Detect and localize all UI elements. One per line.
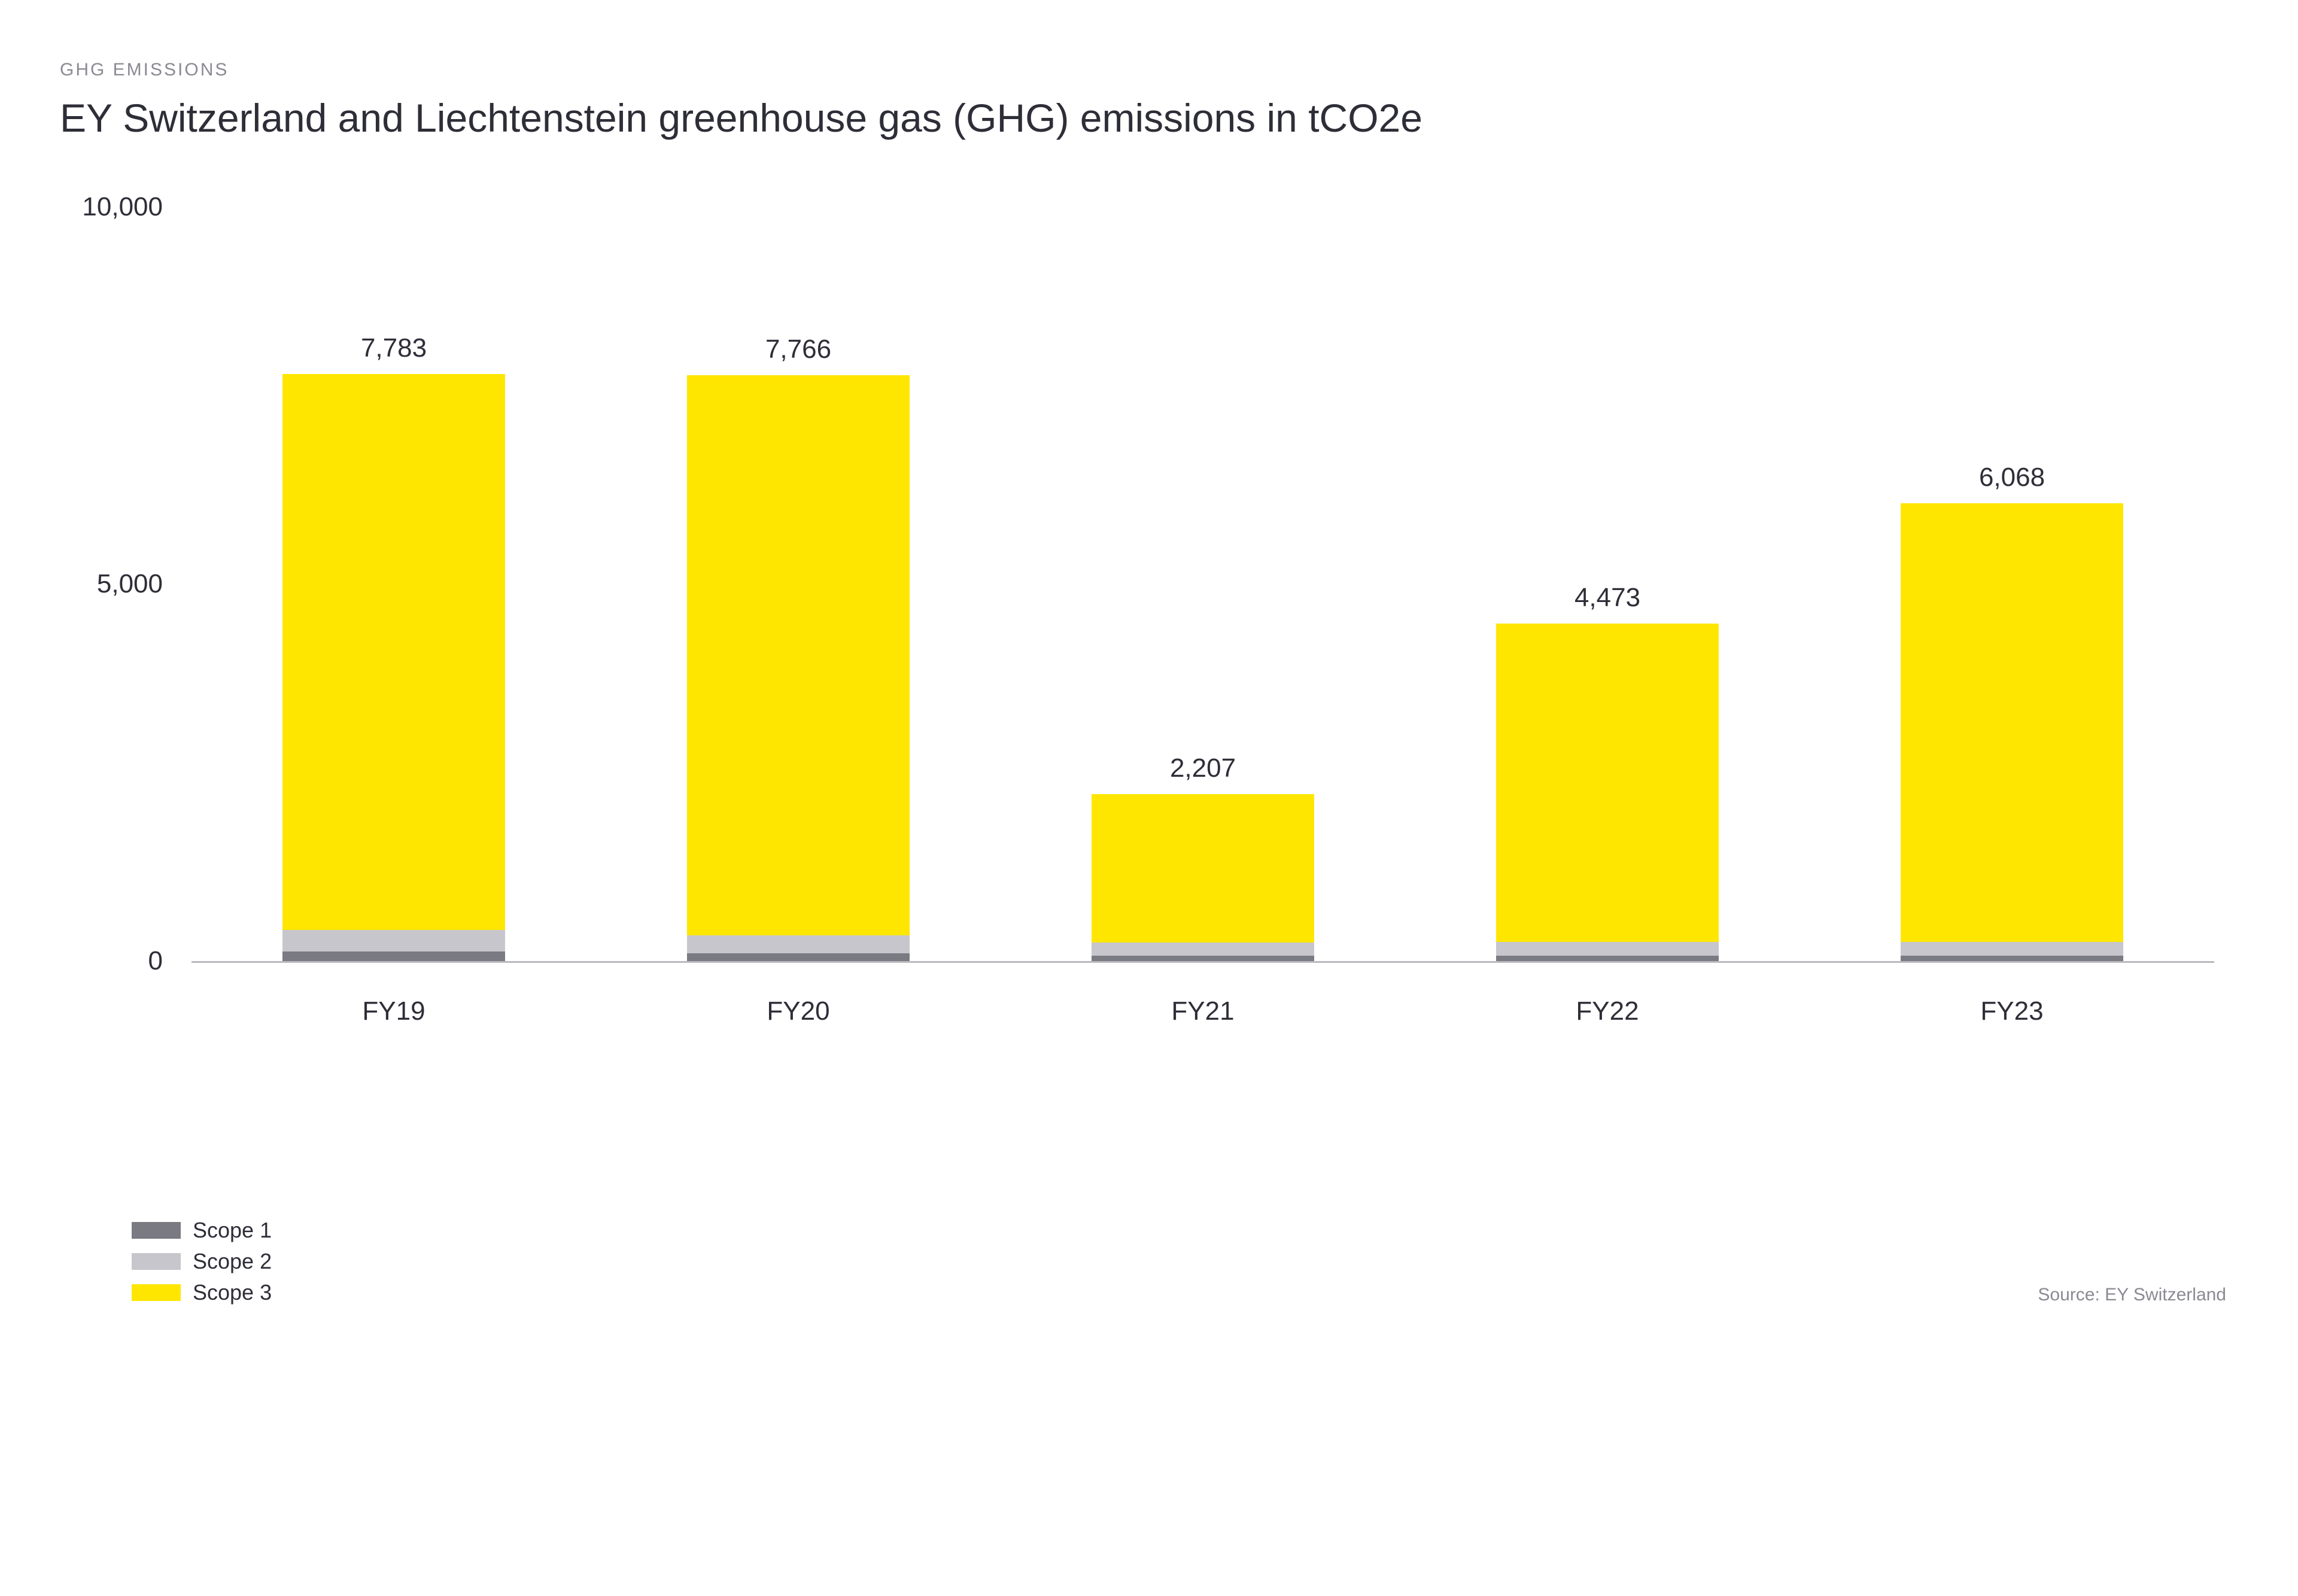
bar-segment — [1901, 956, 2123, 961]
bar-stack — [1092, 794, 1314, 960]
x-axis: FY19FY20FY21FY22FY23 — [192, 996, 2214, 1026]
bar-segment — [1092, 956, 1314, 961]
bar-slot: 2,207 — [1001, 209, 1405, 961]
y-tick-label: 5,000 — [97, 569, 163, 599]
x-tick-label: FY21 — [1001, 996, 1405, 1026]
bar-slot: 7,783 — [192, 209, 596, 961]
bar-segment — [1496, 624, 1719, 942]
legend-swatch — [132, 1253, 181, 1270]
legend-swatch — [132, 1284, 181, 1301]
bar-segment — [1496, 942, 1719, 956]
bar-total-label: 7,783 — [361, 333, 427, 363]
bar-stack — [282, 374, 505, 961]
bar-segment — [1496, 956, 1719, 961]
plot-area: 05,00010,000 7,7837,7662,2074,4736,068 — [192, 209, 2214, 963]
bar-segment — [687, 935, 910, 953]
bar-stack — [687, 375, 910, 961]
bar-segment — [282, 930, 505, 952]
footer: Scope 1 Scope 2 Scope 3 Source: EY Switzer… — [60, 1218, 2238, 1305]
bar-segment — [1901, 503, 2123, 942]
bar-segment — [687, 375, 910, 935]
legend-item: Scope 1 — [132, 1218, 272, 1243]
x-tick-label: FY22 — [1405, 996, 1810, 1026]
chart: 05,00010,000 7,7837,7662,2074,4736,068 F… — [192, 209, 2214, 1026]
bar-total-label: 7,766 — [765, 335, 831, 364]
bar-segment — [1092, 794, 1314, 943]
legend: Scope 1 Scope 2 Scope 3 — [132, 1218, 272, 1305]
legend-label: Scope 2 — [193, 1249, 272, 1274]
legend-item: Scope 2 — [132, 1249, 272, 1274]
bar-slot: 7,766 — [596, 209, 1001, 961]
bars-container: 7,783 7,766 2,207 4,473 6,068 — [192, 209, 2214, 961]
source-label: Source: EY Switzerland — [2038, 1285, 2238, 1305]
legend-item: Scope 3 — [132, 1280, 272, 1305]
eyebrow: GHG EMISSIONS — [60, 60, 2238, 80]
legend-label: Scope 3 — [193, 1280, 272, 1305]
bar-slot: 4,473 — [1405, 209, 1810, 961]
bar-segment — [1092, 943, 1314, 955]
bar-total-label: 6,068 — [1979, 463, 2045, 493]
bar-segment — [282, 374, 505, 930]
bar-segment — [1901, 942, 2123, 956]
x-tick-label: FY20 — [596, 996, 1001, 1026]
x-tick-label: FY23 — [1810, 996, 2214, 1026]
page: GHG EMISSIONS EY Switzerland and Liechte… — [0, 0, 2298, 1353]
bar-segment — [687, 953, 910, 961]
legend-swatch — [132, 1222, 181, 1239]
y-tick-label: 0 — [148, 946, 163, 976]
bar-stack — [1901, 503, 2123, 961]
bar-total-label: 4,473 — [1574, 583, 1640, 613]
y-tick-label: 10,000 — [82, 192, 163, 222]
bar-total-label: 2,207 — [1170, 753, 1236, 783]
chart-title: EY Switzerland and Liechtenstein greenho… — [60, 93, 2238, 143]
bar-segment — [282, 951, 505, 960]
bar-slot: 6,068 — [1810, 209, 2214, 961]
bar-stack — [1496, 624, 1719, 961]
legend-label: Scope 1 — [193, 1218, 272, 1243]
x-tick-label: FY19 — [192, 996, 596, 1026]
